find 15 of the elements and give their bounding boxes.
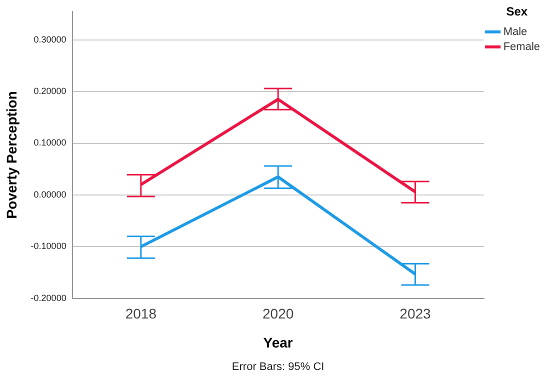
y-tick-label: 0.00000 <box>34 189 66 200</box>
y-tick-label: -0.10000 <box>30 241 66 252</box>
y-tick-label: 0.20000 <box>34 86 66 96</box>
text: Error Bars: 95% CI <box>232 361 324 373</box>
legend-title: Sex <box>506 4 528 18</box>
x-tick-label: 2020 <box>262 306 294 322</box>
x-axis-title: Year <box>263 334 294 350</box>
y-tick-label: 0.10000 <box>34 138 66 148</box>
legend-label: Male <box>503 26 528 38</box>
y-tick-label: -0.20000 <box>30 292 66 303</box>
legend-label: Female <box>503 40 540 53</box>
y-tick-label: 0.30000 <box>34 34 66 44</box>
x-tick-label: 2018 <box>125 306 157 322</box>
x-tick-label: 2023 <box>400 306 432 322</box>
y-axis-title: Poverty Perception <box>3 91 20 219</box>
